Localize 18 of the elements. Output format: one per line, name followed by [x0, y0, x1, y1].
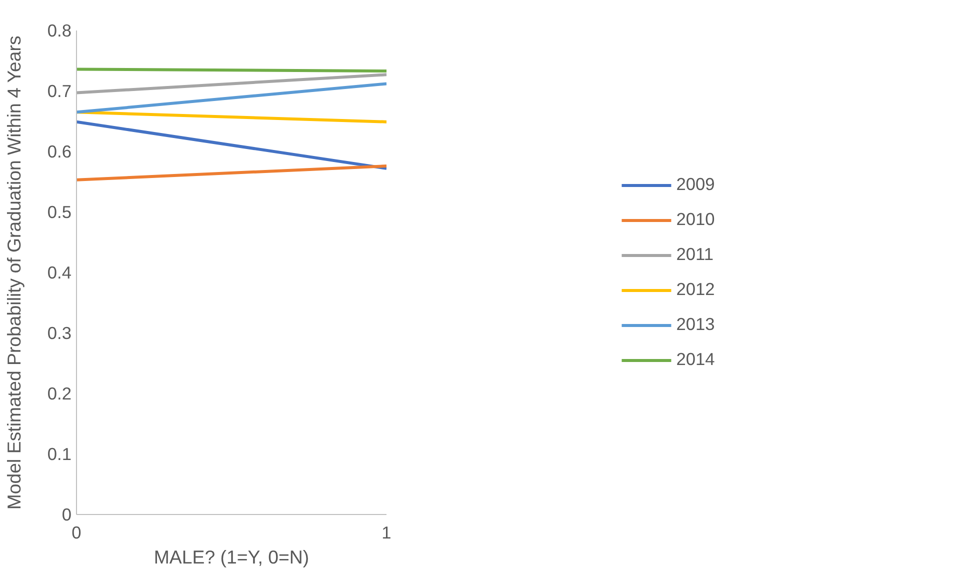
legend-label: 2014 — [676, 349, 715, 370]
y-tick-label: 0 — [62, 504, 72, 524]
legend-label: 2012 — [676, 279, 715, 300]
y-tick-label: 0.3 — [47, 323, 72, 343]
legend-label: 2009 — [676, 174, 715, 195]
legend-label: 2011 — [676, 244, 714, 265]
x-axis-title: MALE? (1=Y, 0=N) — [154, 546, 310, 568]
y-tick-label: 0.5 — [47, 202, 72, 222]
legend-label: 2013 — [676, 314, 715, 335]
y-tick-label: 0.6 — [47, 142, 72, 162]
y-tick-label: 0.4 — [47, 262, 72, 282]
x-tick-label: 1 — [382, 522, 392, 542]
y-tick-label: 0.7 — [47, 81, 72, 101]
y-tick-label: 0.1 — [47, 444, 72, 464]
legend-label: 2010 — [676, 209, 715, 230]
y-axis-title: Model Estimated Probability of Graduation Within 4 Years — [3, 36, 24, 510]
y-tick-label: 0.2 — [47, 384, 72, 404]
y-tick-label: 0.8 — [47, 20, 72, 40]
